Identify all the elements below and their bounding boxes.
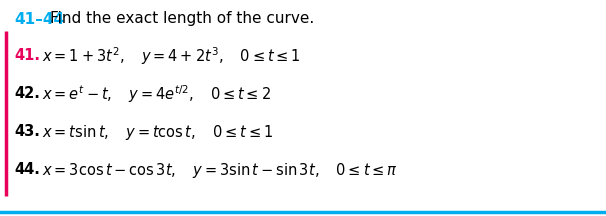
Text: $x = 3\cos t - \cos 3t, \quad y = 3\sin t - \sin 3t, \quad 0 \leq t \leq \pi$: $x = 3\cos t - \cos 3t, \quad y = 3\sin … bbox=[42, 160, 398, 179]
Text: 44.: 44. bbox=[14, 162, 40, 178]
Text: $x = 1 + 3t^2, \quad y = 4 + 2t^3, \quad 0 \leq t \leq 1$: $x = 1 + 3t^2, \quad y = 4 + 2t^3, \quad… bbox=[42, 45, 301, 67]
Text: 43.: 43. bbox=[14, 124, 40, 140]
Text: 41–44: 41–44 bbox=[14, 11, 64, 27]
Text: $x = t\sin t, \quad y = t\cos t, \quad 0 \leq t \leq 1$: $x = t\sin t, \quad y = t\cos t, \quad 0… bbox=[42, 122, 273, 141]
Text: 42.: 42. bbox=[14, 86, 40, 102]
Text: $x = e^t - t, \quad y = 4e^{t/2}, \quad 0 \leq t \leq 2$: $x = e^t - t, \quad y = 4e^{t/2}, \quad … bbox=[42, 83, 271, 105]
Text: Find the exact length of the curve.: Find the exact length of the curve. bbox=[50, 11, 315, 27]
Text: 41.: 41. bbox=[14, 49, 40, 64]
